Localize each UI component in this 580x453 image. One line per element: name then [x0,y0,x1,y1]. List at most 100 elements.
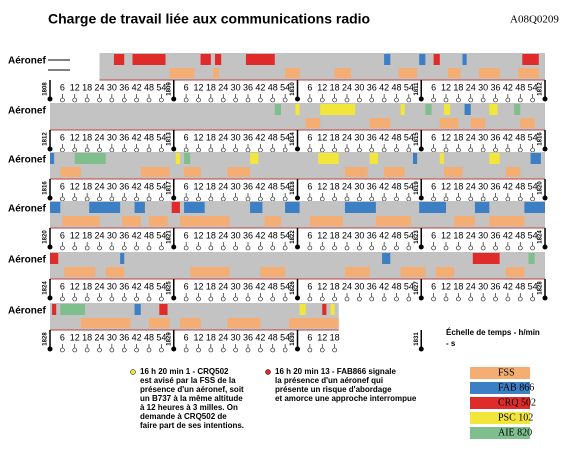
fss-block [62,216,100,226]
second-label: 12 [70,332,80,342]
minute-pin [47,244,53,250]
second-pin [282,245,288,251]
second-pin [146,196,152,202]
second-pin [97,296,102,302]
second-pin [468,97,474,103]
transmission-block [50,202,61,213]
transmission-block [299,304,306,315]
figure-code: A08Q0209 [510,14,559,26]
second-label: 54 [528,82,538,92]
fss-block [398,68,418,78]
second-label: 24 [342,181,352,191]
second-pin [134,245,139,251]
second-label: 6 [431,230,436,240]
second-label: 6 [184,332,189,342]
fss-block [344,167,368,177]
second-label: 48 [144,132,154,142]
second-pin [220,147,226,153]
second-pin [344,296,350,302]
transmission-block [318,153,339,164]
second-label: 48 [391,82,401,92]
second-label: 24 [466,132,476,142]
second-label: 54 [404,132,414,142]
scale-label: Échelle de temps - h/min [446,328,540,337]
second-label: 18 [453,281,463,291]
second-pin [60,97,65,103]
second-label: 54 [404,82,414,92]
second-label: 36 [119,181,129,191]
fss-block [289,318,310,328]
second-pin [307,245,313,251]
second-label: 54 [528,181,538,191]
second-label: 24 [218,230,228,240]
second-label: 18 [206,82,216,92]
second-pin [431,196,436,202]
second-pin [443,196,449,202]
row-label: Aéronef [8,106,46,117]
second-pin [183,245,189,251]
second-pin [60,147,65,153]
second-label: 30 [354,281,364,291]
minute-label: 1818 [290,181,296,195]
transmission-block [159,304,168,315]
second-label: 54 [528,230,538,240]
second-pin [394,245,399,251]
transmission-block [439,153,444,164]
minute-label: 1812 [538,82,544,96]
second-label: 18 [453,82,463,92]
second-label: 24 [218,281,228,291]
second-label: 36 [243,181,253,191]
second-pin [270,296,276,302]
second-pin [72,97,78,103]
second-pin [381,196,387,202]
minute-pin [171,244,177,250]
second-label: 54 [156,181,166,191]
second-label: 18 [206,230,216,240]
second-label: 48 [515,82,525,92]
minute-label: 1825 [166,281,172,295]
second-pin [282,347,288,353]
second-pin [121,147,127,153]
minute-label: 1811 [414,82,420,96]
legend-swatch [470,412,530,424]
second-label: 24 [94,82,104,92]
second-pin [134,147,139,153]
second-pin [456,245,461,251]
second-label: 48 [144,82,154,92]
minute-pin [295,295,300,301]
fss-block [80,318,131,328]
fss-block [190,267,230,277]
second-pin [505,196,511,202]
second-pin [394,296,399,302]
second-pin [357,296,362,302]
minute-pin [542,195,548,201]
fss-block [264,216,281,226]
second-pin [517,296,523,302]
second-pin [109,97,115,103]
second-label: 24 [466,82,476,92]
second-pin [443,147,449,153]
legend-label: FAB 866 [498,382,534,393]
second-label: 36 [367,230,377,240]
transmission-block [433,54,440,65]
minute-pin [295,346,300,352]
second-pin [443,296,449,302]
second-pin [505,296,511,302]
legend-swatch [470,427,530,439]
second-pin [282,296,288,302]
second-label: 18 [82,332,92,342]
minute-label: 1824 [43,281,49,295]
second-label: 6 [184,181,189,191]
fss-block [212,68,220,78]
second-pin [480,97,486,103]
fss-block [518,68,539,78]
second-pin [517,97,523,103]
second-label: 30 [354,230,364,240]
second-pin [72,245,78,251]
note-line: à 12 heures à 3 milles. On [140,403,238,412]
fss-block [179,318,201,328]
second-label: 24 [466,230,476,240]
second-pin [233,347,238,353]
second-pin [480,296,486,302]
transmission-block [489,153,500,164]
